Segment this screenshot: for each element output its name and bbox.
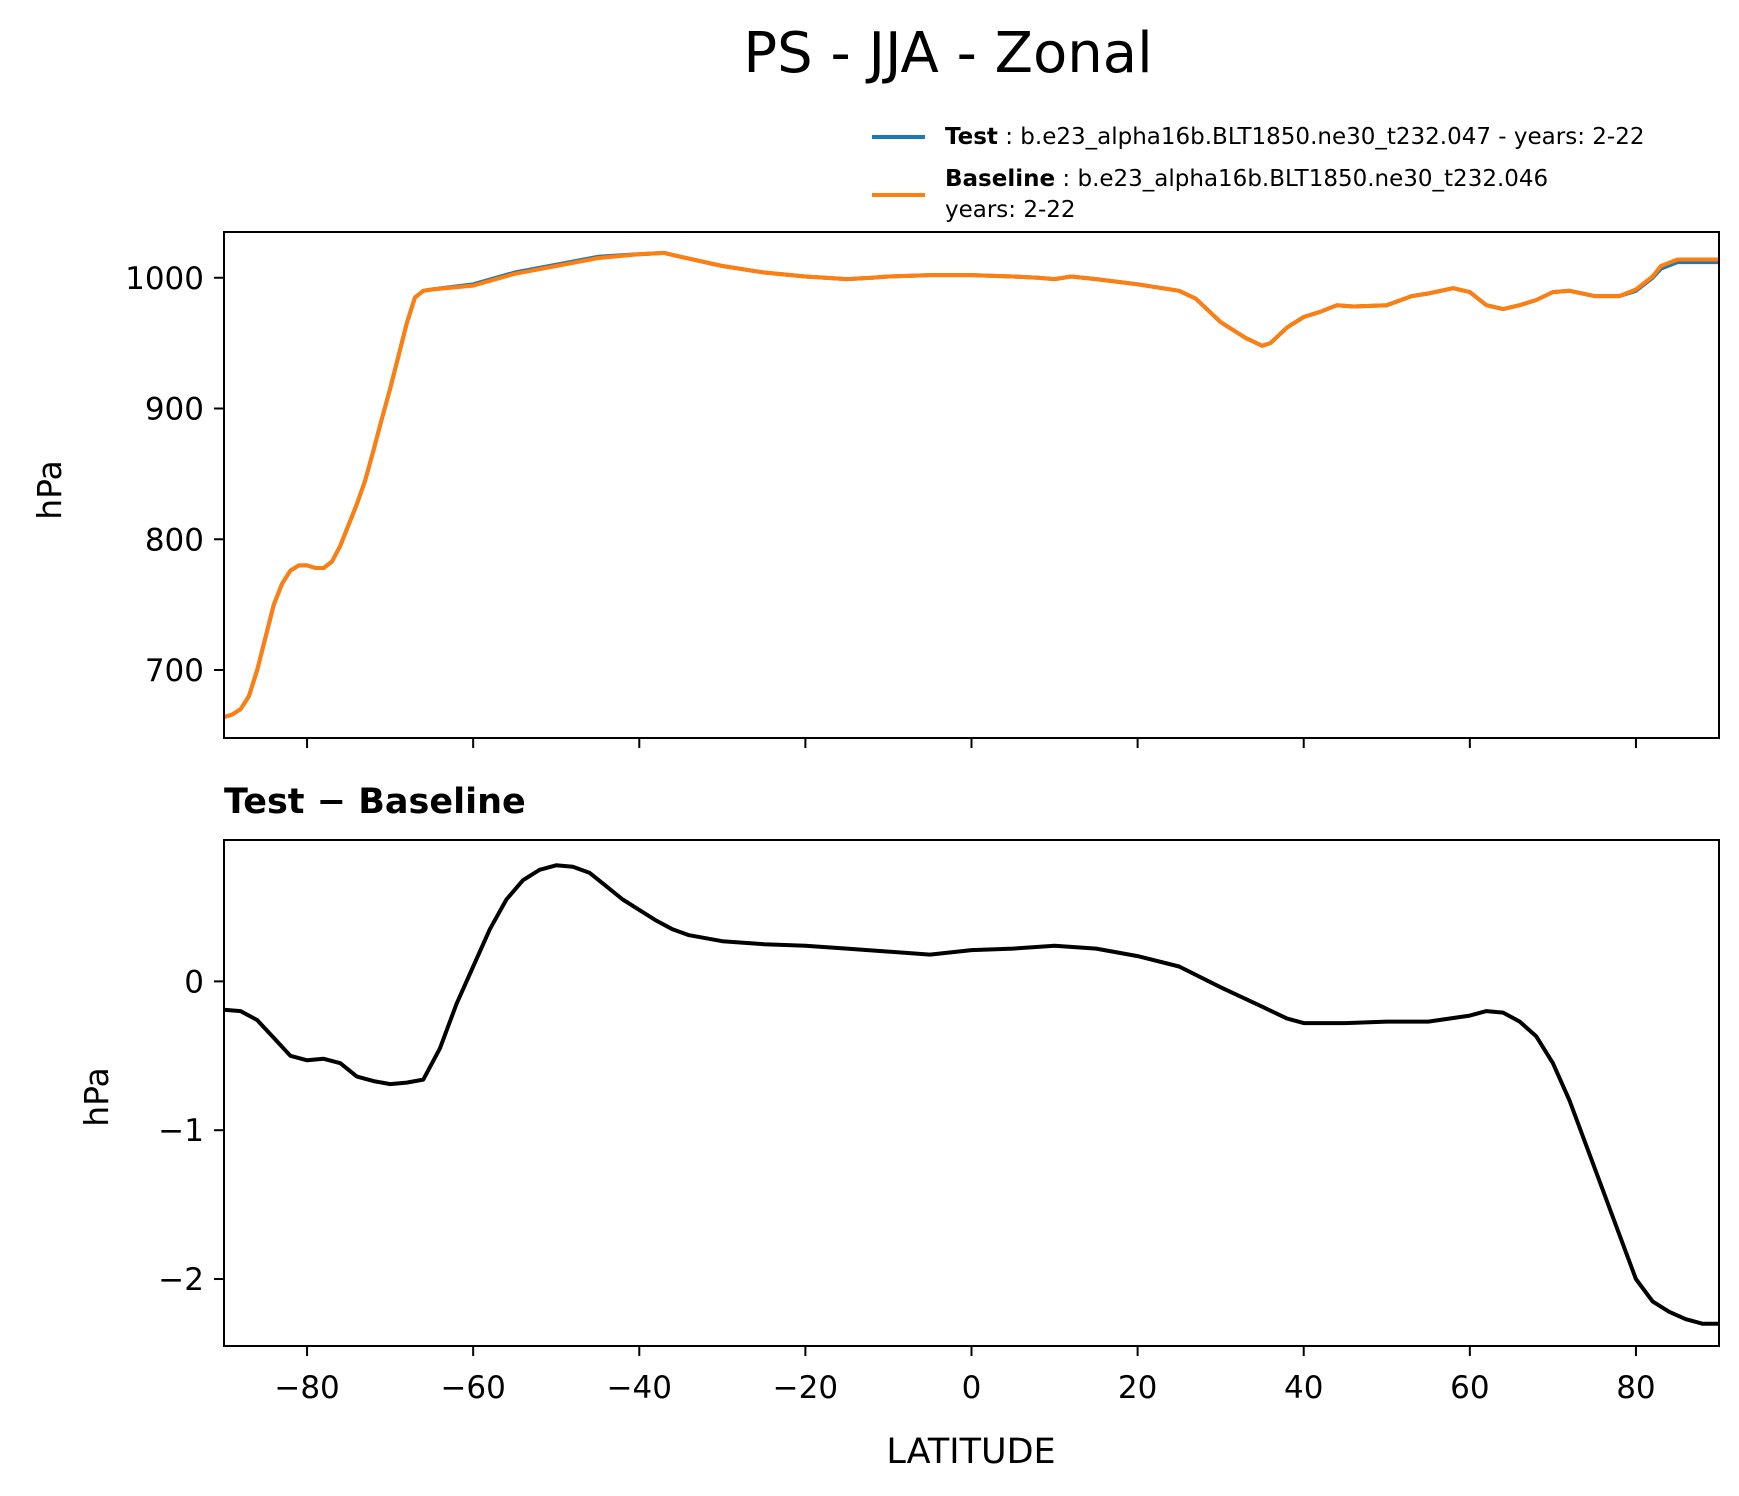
legend-test-text: : b.e23_alpha16b.BLT1850.ne30_t232.047 -… [1005, 124, 1644, 150]
diff-title: Test − Baseline [224, 782, 526, 822]
x-tick-label: −40 [607, 1370, 672, 1406]
legend-baseline-text-line2: years: 2-22 [945, 197, 1076, 223]
bottom-x-ticks: −80 −60 −40 −20 0 20 40 60 80 [274, 1346, 1656, 1406]
y-tick-label: −1 [158, 1113, 204, 1149]
bottom-plot-lines [223, 863, 1719, 1326]
bottom-axes-frame [223, 839, 1720, 1347]
top-x-ticks [306, 738, 1637, 748]
series-line-test-baseline [223, 863, 1719, 1326]
bottom-y-axis-label: hPa [77, 1067, 116, 1127]
x-axis-label: LATITUDE [886, 1432, 1055, 1472]
x-tick-label: −20 [773, 1370, 838, 1406]
x-tick-label: 20 [1118, 1370, 1157, 1406]
x-tick-label: −60 [440, 1370, 505, 1406]
legend: Test : b.e23_alpha16b.BLT1850.ne30_t232.… [872, 124, 1644, 223]
legend-baseline-label: Baseline [945, 166, 1055, 192]
y-tick-label: 1000 [125, 261, 204, 297]
y-tick-label: 900 [145, 392, 204, 428]
x-tick-label: 0 [962, 1370, 982, 1406]
x-tick-label: −80 [274, 1370, 339, 1406]
y-tick-label: 0 [184, 964, 204, 1000]
top-panel: 700 800 900 1000 hPa [30, 231, 1720, 748]
y-tick-label: 700 [145, 653, 204, 689]
bottom-panel: Test − Baseline −2 −1 0 −80 −60 −40 −20 0 20 40 6… [77, 782, 1720, 1472]
bottom-y-ticks: −2 −1 0 [158, 964, 224, 1298]
y-tick-label: 800 [145, 522, 204, 558]
legend-test-label: Test [945, 124, 998, 150]
top-plot-lines [223, 250, 1719, 720]
top-y-axis-label: hPa [30, 460, 69, 520]
series-line-test [223, 250, 1719, 720]
x-tick-label: 40 [1284, 1370, 1323, 1406]
y-tick-label: −2 [158, 1262, 204, 1298]
svg-text:Baseline : b.e23_alpha16: Baseline : b.e23_alpha16b.BLT1850.ne30_t… [945, 166, 1548, 192]
x-tick-label: 80 [1616, 1370, 1655, 1406]
figure-title: PS - JJA - Zonal [743, 21, 1152, 86]
legend-baseline-text: : b.e23_alpha16b.BLT1850.ne30_t232.046 [1062, 166, 1548, 192]
x-tick-label: 60 [1450, 1370, 1489, 1406]
series-line-baseline [223, 250, 1719, 720]
svg-text:Test : b.e23_alpha16b.BL: Test : b.e23_alpha16b.BLT1850.ne30_t232.… [945, 124, 1644, 150]
top-y-ticks: 700 800 900 1000 [125, 261, 224, 689]
